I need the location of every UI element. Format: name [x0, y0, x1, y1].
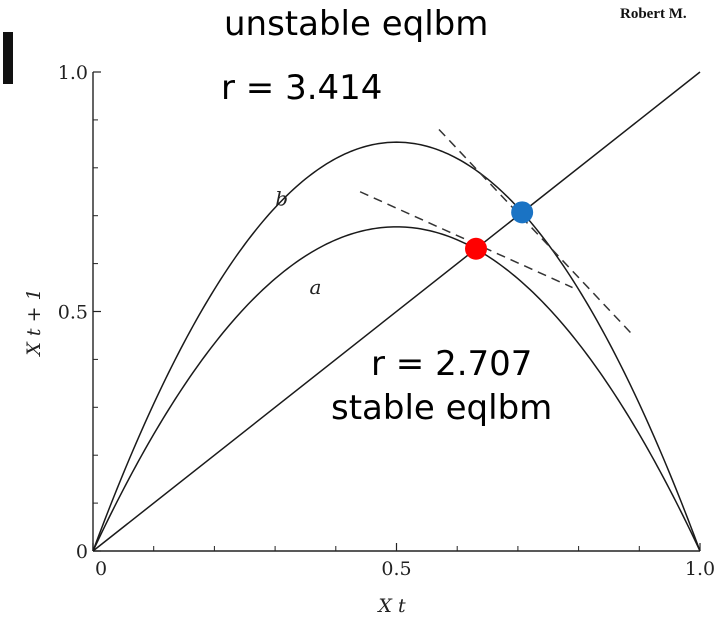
y-tick-label-1: 0.5 [58, 302, 88, 324]
x-axis-label: X t [376, 595, 406, 617]
x-tick-label-0: 0 [95, 558, 107, 580]
identity-line [92, 71, 701, 552]
author-credit: Robert M. [620, 6, 687, 22]
y-axis-label-text: X t + 1 [23, 288, 45, 357]
x-tick-label-1: 0.5 [381, 558, 411, 580]
equilibrium-points [465, 201, 534, 260]
series-label-b: b [275, 186, 288, 210]
unstable-eqlbm-label: unstable eqlbm [224, 4, 489, 44]
curve-b [92, 141, 701, 552]
stable-r-value: r = 2.707 [371, 344, 533, 384]
tangent-a [359, 191, 573, 289]
x-tick-label-2: 1.0 [685, 558, 715, 580]
y-tick-label-2: 1.0 [58, 62, 88, 84]
y-tick-label-0: 0 [76, 541, 88, 563]
series-label-a: a [309, 275, 321, 299]
unstable-equilibrium-point [511, 201, 534, 224]
series-labels: ab [275, 186, 321, 299]
slide-marker-bar [3, 32, 13, 84]
unstable-r-value: r = 3.414 [221, 68, 383, 108]
stable-equilibrium-point [465, 237, 488, 260]
axis-tick-labels: 0 0.5 1.0 0 0.5 1.0 [58, 62, 715, 580]
x-axis-label-text: X t [376, 595, 406, 617]
axis-ticks [92, 71, 701, 552]
tangent-b [438, 128, 634, 336]
curve-a [92, 226, 701, 552]
tangent-layer [359, 128, 634, 336]
y-axis-label: X t + 1 [23, 288, 45, 357]
stable-eqlbm-label: stable eqlbm [331, 388, 553, 428]
series-layer [92, 71, 701, 552]
